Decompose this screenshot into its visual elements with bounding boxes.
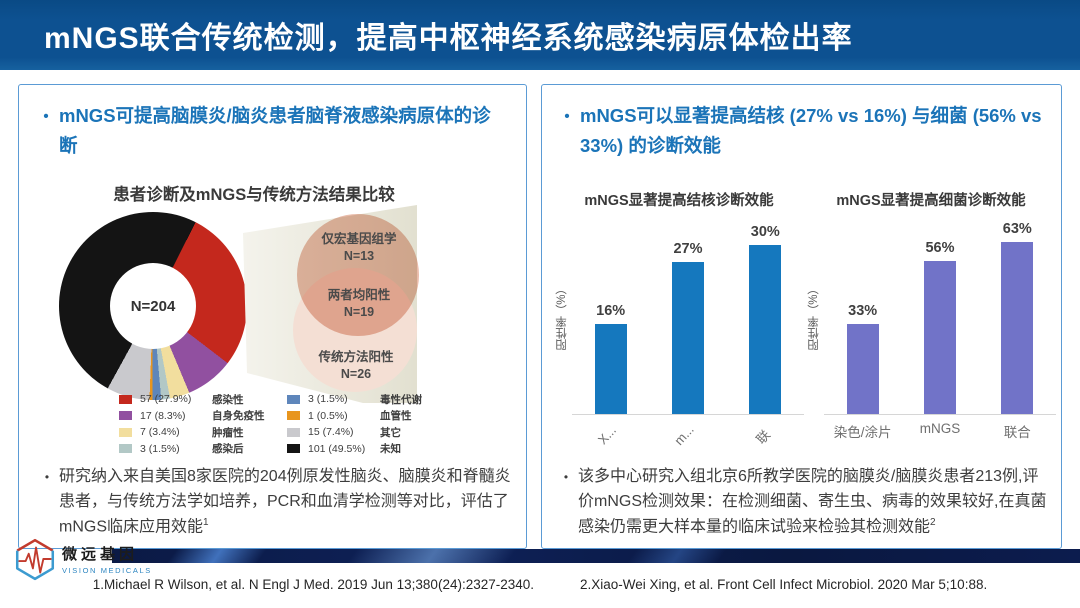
bar (671, 262, 704, 414)
bacteria-y-axis-label: 阳性率（%） (808, 282, 820, 351)
legend-item: 15 (7.4%) 其它 (287, 425, 465, 440)
right-panel: mNGS可以显著提高结核 (27% vs 16%) 与细菌 (56% vs 33… (541, 84, 1062, 549)
x-axis-tick: mNGS (919, 421, 961, 436)
legend-swatch (287, 394, 300, 404)
right-key-point: mNGS可以显著提高结核 (27% vs 16%) 与细菌 (56% vs 33… (554, 101, 1046, 160)
venn-top-label: 仅宏基因组学 (320, 231, 397, 246)
decorative-bottom-bar (112, 549, 1080, 563)
logo-en-text: VISION MEDICALS (62, 566, 152, 575)
legend-item: 17 (8.3%) 自身免疫性 (119, 408, 287, 423)
donut-chart: N=204 (59, 212, 247, 400)
callout-beam (243, 205, 417, 403)
right-study-note: 该多中心研究入组北京6所教学医院的脑膜炎/脑膜炎患者213例,评价mNGS检测效… (554, 465, 1048, 540)
references: 1.Michael R Wilson, et al. N Engl J Med.… (0, 577, 1080, 592)
legend-item: 3 (1.5%) 毒性代谢 (287, 392, 465, 407)
bar-column: 30% (730, 224, 800, 414)
donut-figure-title: 患者诊断及mNGS与传统方法结果比较 (113, 186, 395, 204)
tb-bar-chart: mNGS显著提高结核诊断效能 阳性率（%） 16% 27% 30% X... (554, 189, 804, 448)
venn-mid-n: N=19 (344, 305, 374, 319)
vision-medicals-logo: 微远基因 VISION MEDICALS (14, 536, 152, 582)
right-key-point-text: mNGS可以显著提高结核 (27% vs 16%) 与细菌 (56% vs 33… (580, 105, 1042, 156)
bar (594, 324, 627, 414)
x-axis-tick: 联合 (1003, 425, 1031, 440)
donut-venn-figure: N=204 仅宏基因组学 N=13 两者均阳性 N=19 传统方法阳性 N=26 (29, 203, 518, 403)
bar-value-label: 33% (848, 303, 878, 319)
reference-1: 1.Michael R Wilson, et al. N Engl J Med.… (92, 577, 535, 592)
reference-2: 2.Xiao-Wei Xing, et al. Front Cell Infec… (580, 577, 988, 592)
tb-y-axis-label: 阳性率（%） (556, 282, 568, 351)
left-study-note: 研究纳入来自美国8家医院的204例原发性脑炎、脑膜炎和脊髓炎患者，与传统方法学如… (35, 465, 513, 540)
legend-swatch (287, 427, 300, 437)
bar-column: 27% (653, 241, 723, 414)
left-key-point-text: mNGS可提高脑膜炎/脑炎患者脑脊液感染病原体的诊断 (59, 105, 491, 156)
logo-cn-text: 微远基因 (62, 546, 139, 563)
bar-value-label: 30% (750, 224, 780, 240)
venn-circle-traditional (293, 268, 417, 392)
bar (1001, 242, 1034, 414)
venn-mid-label: 两者均阳性 (328, 287, 391, 302)
title-banner: mNGS联合传统检测，提高中枢神经系统感染病原体检出率 (0, 0, 1080, 70)
bar-value-label: 63% (1002, 221, 1032, 237)
legend-item: 57 (27.9%) 感染性 (119, 392, 287, 407)
bar-column: 63% (982, 221, 1052, 414)
x-axis-tick: 染色/涂片 (833, 425, 892, 440)
tb-plot-area: 16% 27% 30% (572, 218, 804, 415)
bar-column: 56% (905, 240, 975, 414)
bacteria-chart-title: mNGS显著提高细菌诊断效能 (836, 193, 1026, 209)
donut-center-label: N=204 (110, 263, 196, 349)
left-key-point: mNGS可提高脑膜炎/脑炎患者脑脊液感染病原体的诊断 (33, 101, 501, 160)
legend-swatch (119, 394, 132, 404)
left-study-note-text: 研究纳入来自美国8家医院的204例原发性脑炎、脑膜炎和脊髓炎患者，与传统方法学如… (59, 468, 511, 535)
legend-swatch (119, 411, 132, 421)
bullet-marker (554, 101, 580, 160)
bullet-marker (35, 465, 59, 540)
legend-item: 7 (3.4%) 肿瘤性 (119, 425, 287, 440)
legend-swatch (287, 411, 300, 421)
legend-item: 101 (49.5%) 未知 (287, 441, 465, 456)
venn-circle-mngs (297, 214, 419, 336)
bar (923, 261, 956, 414)
logo-hexagon-ecg-icon (15, 538, 55, 581)
legend-item: 1 (0.5%) 血管性 (287, 408, 465, 423)
venn-top-n: N=13 (344, 249, 374, 263)
bar-value-label: 27% (673, 241, 703, 257)
legend-swatch (119, 444, 132, 454)
bar (846, 324, 879, 414)
bacteria-plot-area: 33% 56% 63% (824, 218, 1056, 415)
right-study-note-text: 该多中心研究入组北京6所教学医院的脑膜炎/脑膜炎患者213例,评价mNGS检测效… (578, 468, 1047, 535)
legend-item: 3 (1.5%) 感染后 (119, 441, 287, 456)
bacteria-bar-chart: mNGS显著提高细菌诊断效能 阳性率（%） 33% 56% 63% 染色/涂片 (806, 189, 1056, 441)
bar-column: 16% (576, 303, 646, 414)
bullet-marker (33, 101, 59, 160)
slide-title: mNGS联合传统检测，提高中枢神经系统感染病原体检出率 (44, 22, 853, 55)
donut-legend: 57 (27.9%) 感染性 17 (8.3%) 自身免疫性 7 (3.4%) 肿瘤性… (119, 391, 465, 457)
venn-bottom-label: 传统方法阳性 (317, 349, 394, 364)
tb-chart-title: mNGS显著提高结核诊断效能 (584, 193, 774, 209)
venn-bottom-n: N=26 (341, 367, 371, 381)
bar-column: 33% (828, 303, 898, 414)
legend-swatch (287, 444, 300, 454)
bar-value-label: 16% (596, 303, 626, 319)
bar-value-label: 56% (925, 240, 955, 256)
left-panel: mNGS可提高脑膜炎/脑炎患者脑脊液感染病原体的诊断 患者诊断及mNGS与传统方… (18, 84, 527, 549)
bullet-marker (554, 465, 578, 540)
legend-swatch (119, 427, 132, 437)
bar (749, 245, 782, 414)
